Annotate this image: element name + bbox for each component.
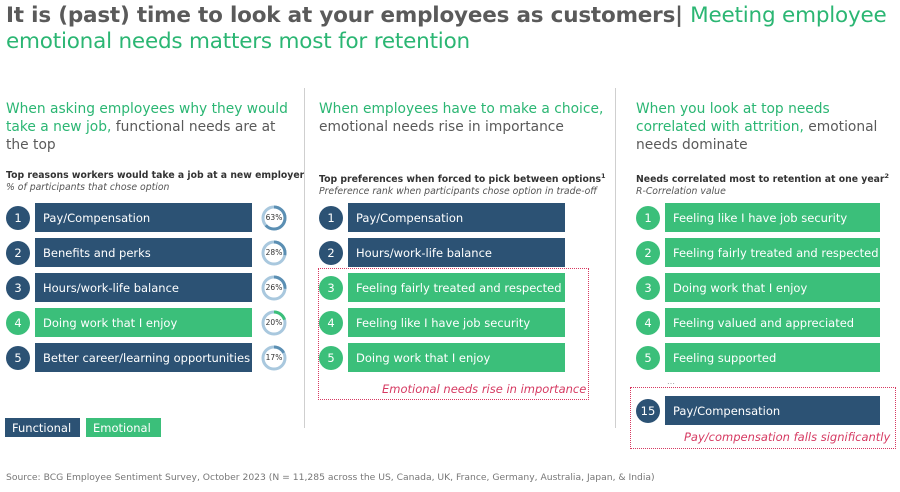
percent-label: 28% [265,248,283,257]
rank-number: 3 [319,275,343,300]
percent-donut: 63% [261,205,287,231]
need-bar: Feeling valued and appreciated [665,308,880,337]
legend-emotional: Emotional [86,418,161,437]
rank-number: 3 [636,275,660,300]
column-subtitle: Top reasons workers would take a job at … [6,170,304,194]
pay-falls-box [630,387,896,449]
emotional-rise-note: Emotional needs rise in importance [382,382,587,396]
need-bar: Better career/learning opportunities [35,343,252,372]
percent-label: 17% [265,353,283,362]
legend-functional: Functional [5,418,80,437]
rank-number: 1 [319,205,343,230]
rank-number: 4 [319,310,343,335]
rank-number: 15 [636,398,660,423]
list-item: 2 Feeling fairly treated and respected [636,238,880,267]
column-divider [615,88,616,428]
heading-highlight: When you look at top needs correlated wi… [636,101,830,135]
need-bar: Doing work that I enjoy [348,343,565,372]
need-bar: Feeling supported [665,343,880,372]
percent-label: 20% [265,318,283,327]
need-bar: Hours/work-life balance [348,238,565,267]
rank-number: 4 [6,310,30,335]
list-item: 5 Feeling supported [636,343,880,372]
subtitle-bold: Top preferences when forced to pick betw… [319,174,601,186]
need-bar: Feeling like I have job security [348,308,565,337]
heading-text: emotional needs rise in importance [319,119,564,135]
subtitle-italic: % of participants that chose option [6,182,170,193]
heading-highlight: When employees have to make a choice, [319,101,604,117]
need-bar: Doing work that I enjoy [35,308,252,337]
column-heading: When employees have to make a choice, em… [319,100,609,136]
list-item: 5 Better career/learning opportunities 17% [6,343,287,372]
list-item: 2 Hours/work-life balance [319,238,565,267]
list-item-pay-rank-15: 15 Pay/Compensation [636,396,880,425]
subtitle-bold: Top reasons workers would take a job at … [6,170,305,181]
subtitle-italic: R-Correlation value [636,186,726,198]
title-main: It is (past) time to look at your employ… [6,3,683,28]
percent-label: 63% [265,213,283,222]
title-highlight: Meeting employee emotional needs matters… [6,3,887,54]
need-bar: Feeling fairly treated and respected [348,273,565,302]
list-item: 4 Feeling valued and appreciated [636,308,880,337]
donut-chart [261,345,287,370]
subtitle-bold: Needs correlated most to retention at on… [636,174,885,186]
heading-text: emotional needs dominate [636,119,878,153]
list-item: 1 Pay/Compensation 63% [6,203,287,232]
ellipsis-marker: … [667,377,675,386]
rank-number: 5 [319,345,343,370]
source-footnote: Source: BCG Employee Sentiment Survey, O… [6,472,655,483]
rank-number: 2 [319,240,343,265]
list-item: 4 Doing work that I enjoy 20% [6,308,287,337]
percent-donut: 28% [261,240,287,266]
need-bar: Pay/Compensation [348,203,565,232]
need-bar: Doing work that I enjoy [665,273,880,302]
need-bar: Benefits and perks [35,238,252,267]
list-item: 4 Feeling like I have job security [319,308,565,337]
column-divider [304,88,305,428]
rank-number: 3 [6,275,30,300]
rank-number: 4 [636,310,660,335]
list-item: 5 Doing work that I enjoy [319,343,565,372]
column-heading: When you look at top needs correlated wi… [636,100,898,154]
rank-number: 5 [636,345,660,370]
percent-donut: 20% [261,310,287,336]
percent-label: 26% [265,283,283,292]
rank-number: 1 [6,205,30,230]
pay-falls-note: Pay/compensation falls significantly [684,430,891,444]
column-retention: When you look at top needs correlated wi… [636,100,898,372]
need-bar: Feeling fairly treated and respected [665,238,880,267]
need-bar: Pay/Compensation [665,396,880,425]
rank-number: 1 [636,205,660,230]
heading-text: functional needs are at the top [6,119,276,153]
list-item: 3 Doing work that I enjoy [636,273,880,302]
column-forced-choice: When employees have to make a choice, em… [319,100,609,372]
list-item: 3 Hours/work-life balance 26% [6,273,287,302]
donut-chart [261,240,287,265]
rank-number: 2 [6,240,30,265]
column-heading: When asking employees why they would tak… [6,100,296,154]
need-bar: Hours/work-life balance [35,273,252,302]
page-title: It is (past) time to look at your employ… [6,3,896,55]
rank-number: 5 [6,345,30,370]
footnote-marker: 1 [600,172,606,180]
percent-donut: 17% [261,345,287,371]
need-bar: Pay/Compensation [35,203,252,232]
list-item: 1 Feeling like I have job security [636,203,880,232]
rank-number: 2 [636,240,660,265]
emotional-rise-box [318,268,589,400]
column-subtitle: Top preferences when forced to pick betw… [319,170,606,198]
list-item: 3 Feeling fairly treated and respected [319,273,565,302]
column-new-job: When asking employees why they would tak… [6,100,304,372]
percent-donut: 26% [261,275,287,301]
list-item: 2 Benefits and perks 28% [6,238,287,267]
donut-chart [261,205,287,230]
donut-chart [261,275,287,300]
donut-chart [261,310,287,335]
heading-highlight: When asking employees why they would tak… [6,101,288,135]
need-bar: Feeling like I have job security [665,203,880,232]
footnote-marker: 2 [884,172,890,180]
column-subtitle: Needs correlated most to retention at on… [636,170,889,198]
subtitle-italic: Preference rank when participants chose … [319,186,597,198]
list-item: 1 Pay/Compensation [319,203,565,232]
